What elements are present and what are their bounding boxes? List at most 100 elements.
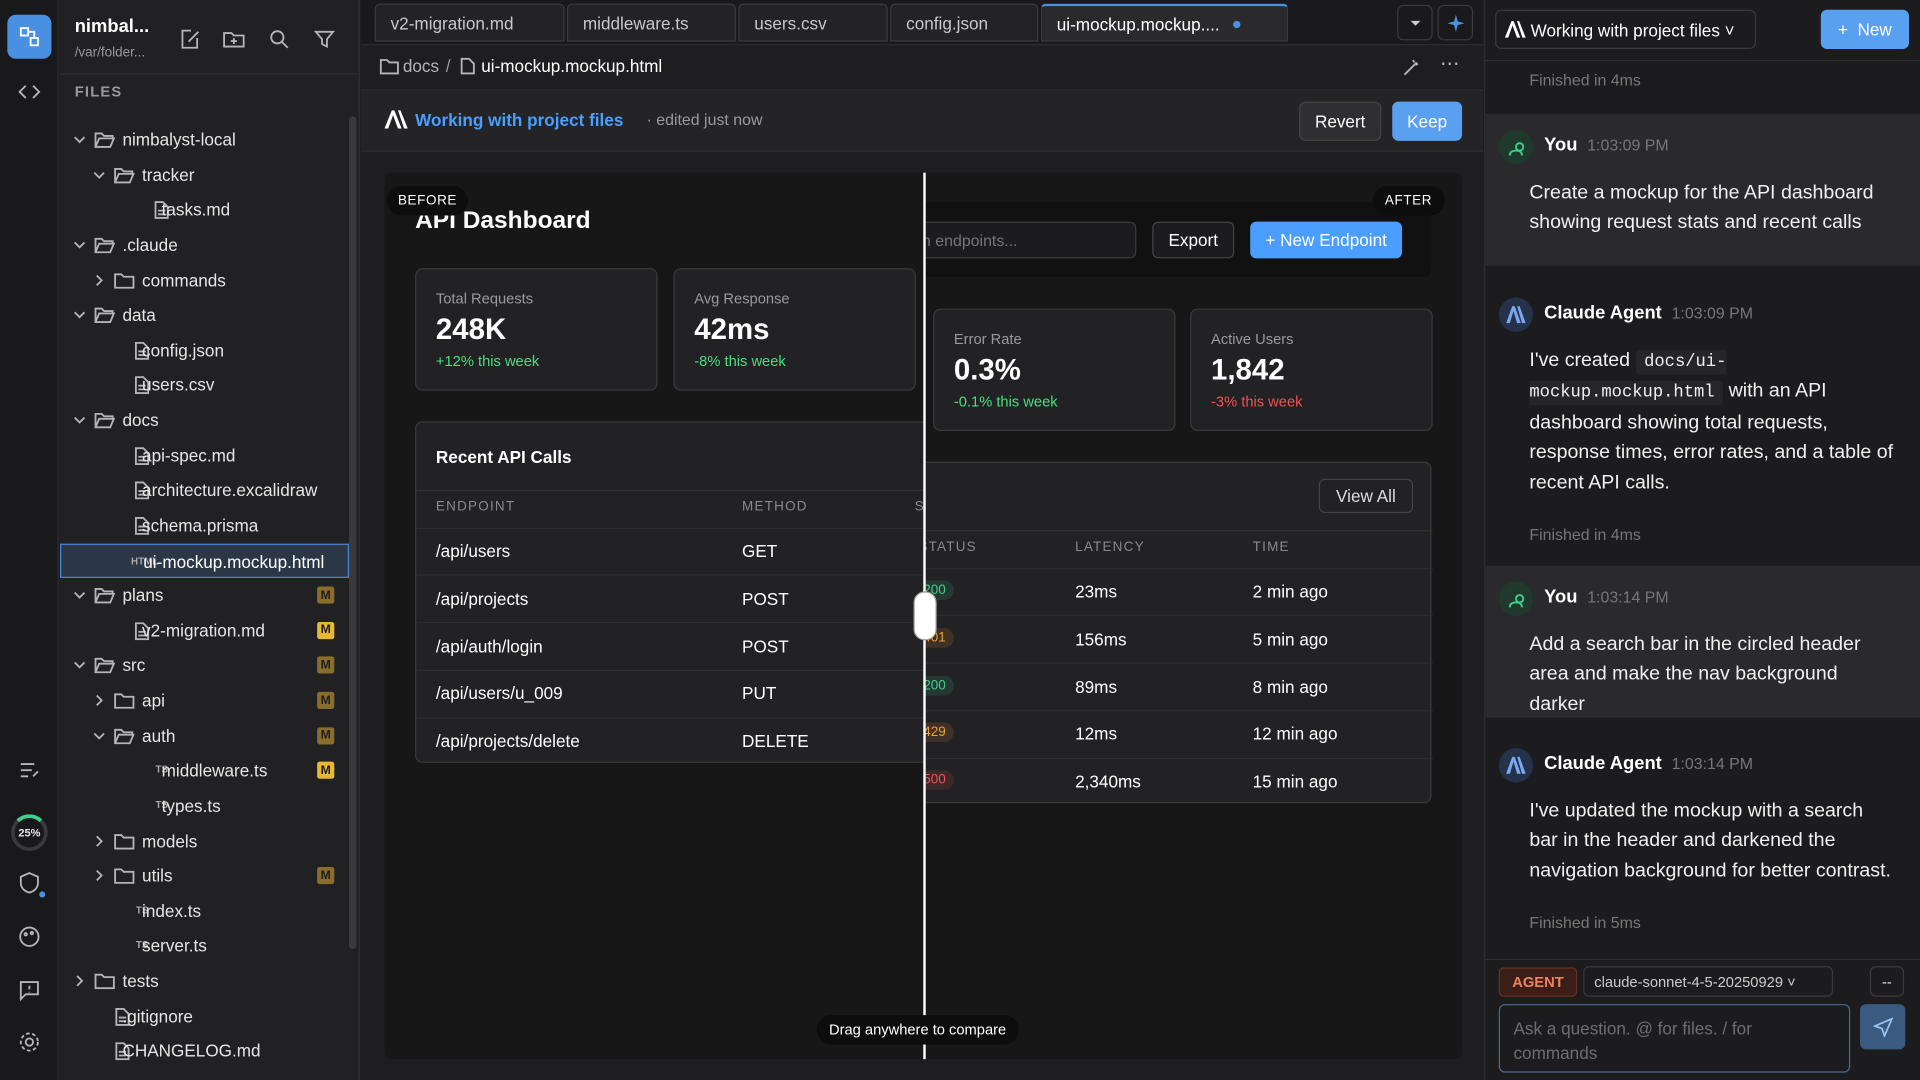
table-cell: /api/projects xyxy=(435,588,529,609)
file-icon xyxy=(135,481,150,500)
usage-ring[interactable]: 25% xyxy=(11,814,48,852)
new-chat-button[interactable]: + New xyxy=(1820,9,1909,49)
folder-row[interactable]: docs xyxy=(60,403,349,437)
file-row[interactable]: .gitignore xyxy=(60,999,349,1033)
scrollbar[interactable] xyxy=(348,116,357,949)
filter-icon[interactable] xyxy=(313,28,336,50)
file-row[interactable]: api-spec.md xyxy=(60,438,349,472)
file-row[interactable]: users.csv xyxy=(60,368,349,402)
table-cell: /api/auth/login xyxy=(435,636,543,656)
folder-row[interactable]: nimbalyst-local xyxy=(60,122,349,156)
file-row[interactable]: CHANGELOG.md xyxy=(60,1034,349,1068)
file-row[interactable]: HTML ui-mockup.mockup.html xyxy=(60,543,349,578)
table-title: Recent API Calls xyxy=(435,446,572,467)
folder-icon-shape xyxy=(114,833,135,849)
file-name: plans xyxy=(122,585,164,606)
tab[interactable]: v2-migration.md xyxy=(374,3,565,42)
file-name: tracker xyxy=(142,164,195,185)
new-endpoint-button[interactable]: + New Endpoint xyxy=(1250,221,1403,259)
user-message: You 1:03:09 PM Create a mockup for the API… xyxy=(1485,113,1920,266)
settings-icon[interactable] xyxy=(18,1031,40,1053)
export-button[interactable]: Export xyxy=(1152,221,1235,259)
view-all-button[interactable]: View All xyxy=(1318,478,1414,514)
chevron-right xyxy=(96,694,103,707)
file-row[interactable]: TS server.ts xyxy=(60,929,349,963)
tab[interactable]: middleware.ts xyxy=(566,3,736,42)
search-icon[interactable] xyxy=(268,28,290,50)
folder-icon xyxy=(114,693,135,709)
file-row[interactable]: v2-migration.md M xyxy=(60,613,349,647)
folder-row[interactable]: utils M xyxy=(60,859,349,893)
file-row[interactable]: TS middleware.ts M xyxy=(60,753,349,787)
header-divider xyxy=(924,530,1433,532)
tab-menu-button[interactable] xyxy=(1397,4,1433,41)
new-file-icon[interactable] xyxy=(179,28,201,50)
folder-row[interactable]: plans M xyxy=(60,578,349,612)
folder-row[interactable]: api M xyxy=(60,683,349,717)
search-input[interactable]: Search endpoints... xyxy=(924,221,1137,259)
folder-row[interactable]: commands xyxy=(60,263,349,297)
unsaved-dot xyxy=(1233,20,1241,29)
tab[interactable]: config.json xyxy=(890,3,1039,42)
file-name: tasks.md xyxy=(161,199,231,220)
magic-icon[interactable] xyxy=(1401,58,1421,78)
session-selector[interactable]: Working with project files ˅ xyxy=(1495,9,1756,49)
message-body: I've updated the mockup with a search ba… xyxy=(1529,797,1905,887)
file-name: server.ts xyxy=(142,936,207,956)
new-folder-icon[interactable] xyxy=(223,28,245,50)
project-name[interactable]: nimbal... xyxy=(74,15,150,37)
keep-button[interactable]: Keep xyxy=(1392,101,1463,141)
outline-icon[interactable] xyxy=(18,759,40,781)
model-selector[interactable]: claude-sonnet-4-5-20250929 ˅ xyxy=(1583,966,1834,997)
file-row[interactable]: tasks.md xyxy=(60,193,349,227)
feedback-icon[interactable] xyxy=(18,980,40,1002)
file-row[interactable]: TS types.ts xyxy=(60,789,349,823)
more-menu[interactable]: ⋯ xyxy=(1440,53,1460,75)
palette-icon[interactable] xyxy=(18,926,40,948)
message-text: with an API dashboard showing total requ… xyxy=(1529,380,1894,493)
tab-active[interactable]: ui-mockup.mockup.... xyxy=(1040,3,1289,42)
file-row[interactable]: architecture.excalidraw xyxy=(60,473,349,507)
file-icon xyxy=(135,622,150,640)
ai-button[interactable] xyxy=(1437,4,1474,41)
shield-icon[interactable] xyxy=(18,872,40,894)
folder-row[interactable]: tests xyxy=(60,964,349,998)
revert-button[interactable]: Revert xyxy=(1299,101,1382,141)
table-cell: 156ms xyxy=(1075,629,1127,649)
git-badge: M xyxy=(317,867,335,885)
file-row[interactable]: config.json xyxy=(60,333,349,367)
folder-row[interactable]: tracker xyxy=(60,158,349,192)
folder-row[interactable]: .claude xyxy=(60,228,349,262)
send-button[interactable] xyxy=(1860,1004,1906,1050)
app-logo[interactable] xyxy=(7,14,52,59)
compare-handle[interactable] xyxy=(913,591,937,641)
extra-button[interactable]: -- xyxy=(1869,966,1905,997)
file-row[interactable]: TS index.ts xyxy=(60,894,349,928)
tab[interactable]: users.csv xyxy=(738,3,888,42)
chat-input[interactable]: Ask a question. @ for files. / for comma… xyxy=(1498,1004,1851,1073)
folder-row[interactable]: auth M xyxy=(60,718,349,752)
folder-icon xyxy=(94,132,116,148)
file-name: middleware.ts xyxy=(161,760,268,781)
chevron-down xyxy=(74,136,86,144)
table-cell: 2 min ago xyxy=(1252,581,1328,602)
folder-icon-shape xyxy=(94,588,116,604)
breadcrumb-file[interactable]: ui-mockup.mockup.html xyxy=(481,56,663,76)
file-row[interactable]: schema.prisma xyxy=(60,508,349,542)
folder-row[interactable]: models xyxy=(60,824,349,858)
code-icon[interactable] xyxy=(18,81,41,103)
file-name: commands xyxy=(142,270,226,290)
chevron-right-shape xyxy=(96,274,103,286)
mode-badge[interactable]: AGENT xyxy=(1498,967,1578,997)
divider xyxy=(1484,958,1920,960)
breadcrumb-folder[interactable]: docs xyxy=(402,56,440,76)
folder-icon xyxy=(94,658,116,674)
folder-row[interactable]: src M xyxy=(60,648,349,682)
file-name: models xyxy=(142,830,198,851)
chevron-down-shape xyxy=(74,416,86,424)
before-view: API Dashboard Total Requests 248K +12% this… xyxy=(384,173,925,1060)
folder-row[interactable]: data xyxy=(60,298,349,332)
table-cell: PUT xyxy=(742,683,777,704)
